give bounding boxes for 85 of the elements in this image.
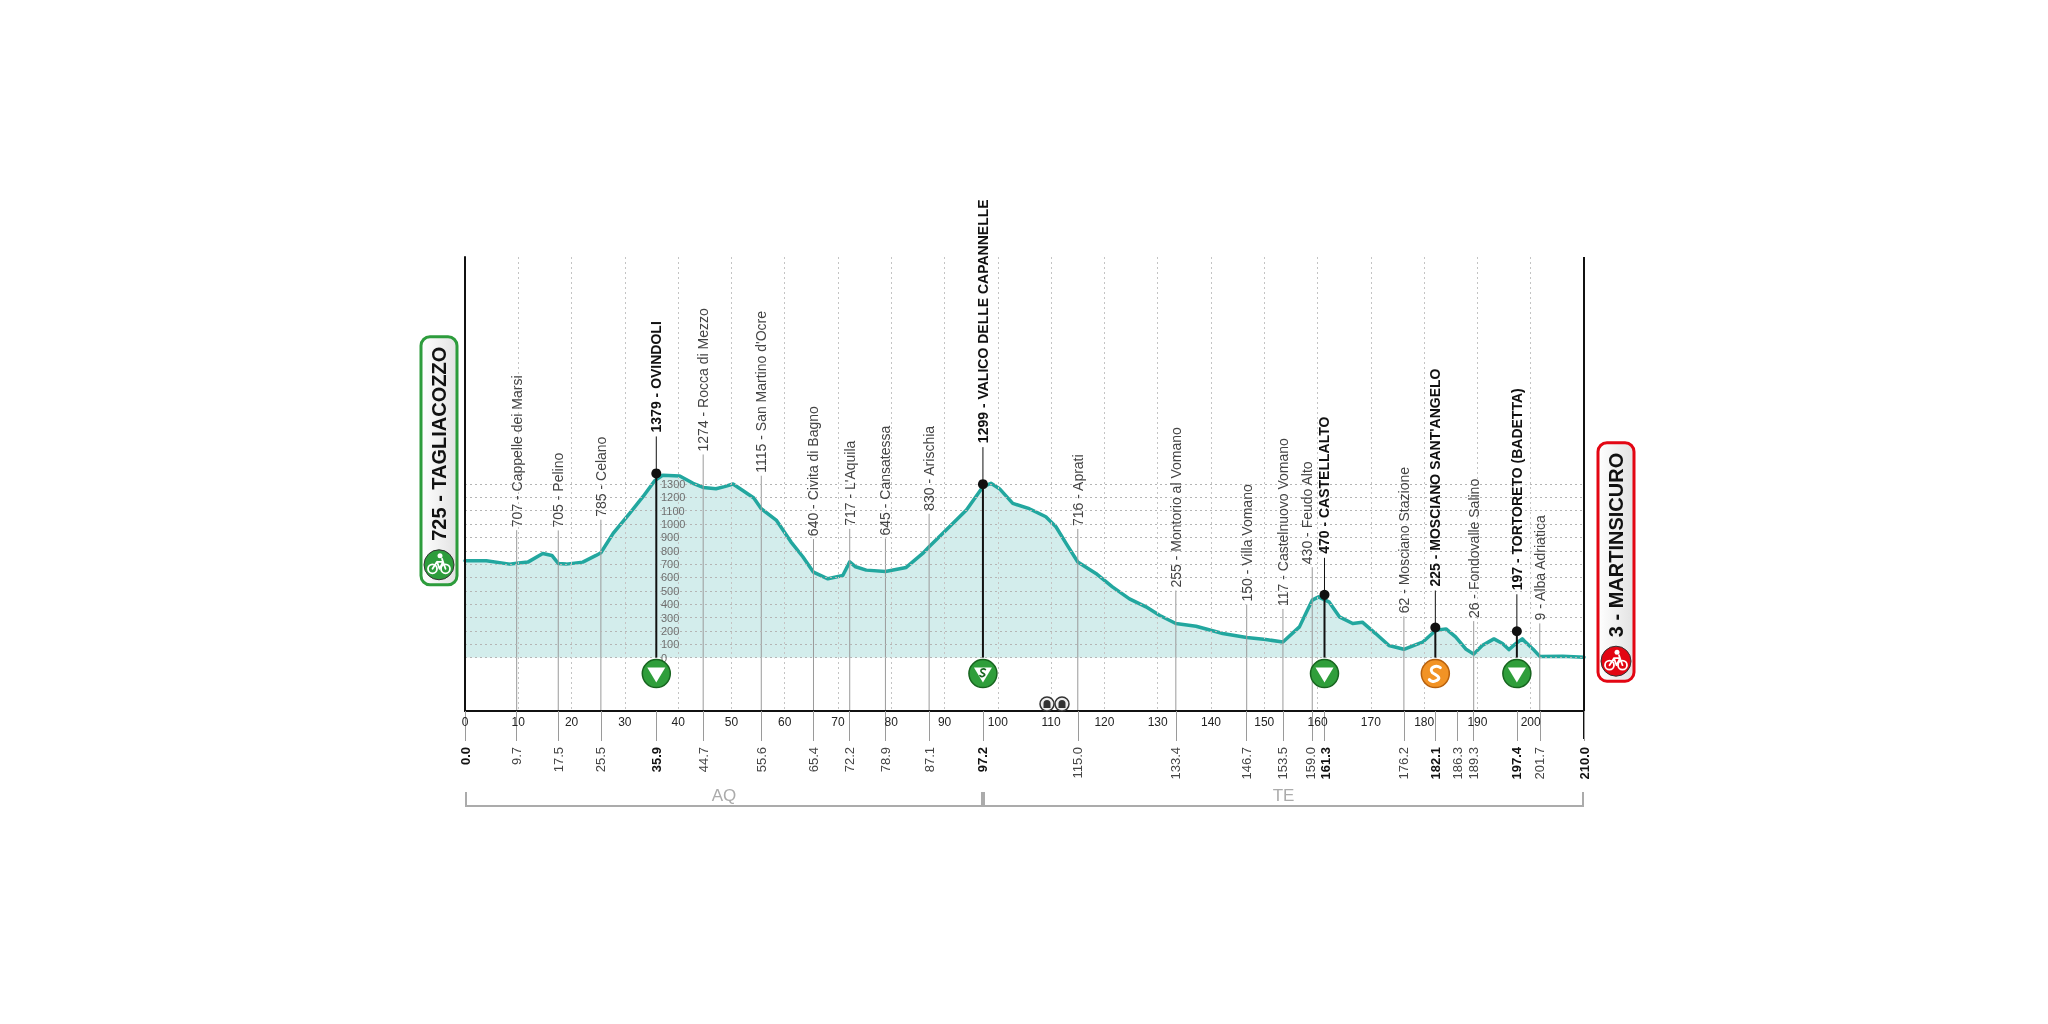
x2-tick-label: 159.0 — [1303, 747, 1319, 780]
x2-tick-label: 189.3 — [1466, 747, 1482, 780]
y-tick-label: 800 — [661, 544, 680, 557]
y-tick-label: 1300 — [661, 478, 686, 490]
x-tick-label: 190 — [1467, 715, 1488, 729]
x-tick-label: 10 — [511, 715, 526, 729]
annotation: 26 - Fondovalle Salino — [1465, 478, 1482, 619]
x-tick-label: 100 — [987, 715, 1009, 729]
x2-tick-label: 55.6 — [753, 747, 769, 773]
x-tick-label: 40 — [671, 715, 686, 729]
x-tick-label: 60 — [778, 715, 792, 729]
x2-tick-label: 97.2 — [975, 747, 991, 773]
y-tick-label: 900 — [661, 531, 680, 544]
x-tick-label: 0 — [461, 715, 469, 729]
x2-tick-label: 133.4 — [1168, 747, 1184, 780]
annotation: 1274 - Rocca di Mezzo — [695, 308, 712, 452]
x-tick-label: 90 — [937, 715, 952, 729]
annotation: 1115 - San Martino d'Ocre — [753, 310, 770, 473]
annotation: 725 - TAGLIACOZZO — [428, 346, 450, 541]
x-tick-label: 30 — [618, 715, 632, 729]
y-tick-label: 700 — [661, 558, 680, 571]
y-tick-label: 100 — [661, 638, 680, 651]
x2-tick-label: 9.7 — [509, 747, 525, 766]
annotation: 640 - Civita di Bagno — [805, 405, 822, 537]
annotation: 645 - Cansatessa — [877, 425, 894, 536]
x-tick-label: 200 — [1520, 715, 1542, 729]
annotation: 707 - Cappelle dei Marsi — [508, 375, 525, 528]
y-tick-label: 400 — [661, 598, 680, 611]
x2-tick-label: 161.3 — [1318, 747, 1334, 780]
x2-tick-label: 17.5 — [550, 747, 566, 773]
x2-tick-label: 201.7 — [1532, 747, 1548, 780]
x-tick-label: 140 — [1200, 715, 1222, 729]
x-tick-label: 80 — [884, 715, 899, 729]
annotation: 62 - Mosciano Stazione — [1395, 466, 1412, 614]
text: TE — [1272, 785, 1295, 805]
y-tick-label: 600 — [661, 571, 680, 584]
annotation: 716 - Aprati — [1069, 454, 1086, 526]
x-tick-label: 180 — [1414, 715, 1435, 729]
data-label: 470 - CASTELLALTO — [1316, 416, 1333, 554]
x2-tick-label: 176.2 — [1396, 747, 1412, 780]
annotation: 255 - Montorio al Vomano — [1167, 427, 1184, 588]
x2-tick-label: 44.7 — [695, 747, 711, 773]
x2-tick-label: 210.0 — [1576, 747, 1592, 780]
x2-tick-label: 87.1 — [921, 747, 937, 773]
x-tick-label: 20 — [564, 715, 579, 729]
data-label: 1299 - VALICO DELLE CAPANNELLE — [974, 199, 991, 444]
y-tick-label: 200 — [661, 624, 680, 637]
y-tick-label: 1100 — [661, 504, 685, 517]
x-tick-label: 160 — [1307, 715, 1328, 729]
x-tick-label: 120 — [1094, 715, 1115, 729]
text: AQ — [711, 785, 737, 805]
x2-tick-label: 72.2 — [842, 747, 858, 773]
y-tick-label: 300 — [661, 611, 680, 624]
annotation: 830 - Arischia — [921, 425, 938, 511]
data-label: 197 - TORTORETO (BADETTA) — [1508, 388, 1525, 591]
x-tick-label: 50 — [724, 715, 739, 729]
annotation: 117 - Castelnuovo Vomano — [1274, 437, 1291, 606]
x-tick-label: 130 — [1147, 715, 1169, 729]
x-tick-label: 110 — [1041, 715, 1062, 729]
x2-tick-label: 78.9 — [877, 747, 893, 773]
data-label: 1379 - OVINDOLI — [648, 321, 665, 433]
x2-tick-label: 25.5 — [593, 747, 609, 773]
y-tick-label: 500 — [661, 584, 680, 597]
y-tick-label: 1200 — [661, 491, 686, 504]
annotation: 430 - Feudo Alto — [1299, 461, 1316, 565]
x2-tick-label: 65.4 — [805, 747, 821, 773]
x2-tick-label: 0.0 — [457, 747, 473, 766]
x2-tick-label: 146.7 — [1239, 747, 1255, 780]
x2-tick-label: 197.4 — [1509, 746, 1525, 780]
x2-tick-label: 115.0 — [1070, 747, 1086, 779]
x-tick-label: 150 — [1254, 715, 1275, 729]
annotation: 785 - Celano — [592, 436, 609, 517]
annotation: 717 - L'Aquila — [841, 440, 858, 526]
y-tick-label: 1000 — [661, 518, 686, 531]
x-tick-label: 170 — [1360, 715, 1382, 729]
data-label: 225 - MOSCIANO SANT'ANGELO — [1427, 368, 1444, 587]
annotation: 150 - Villa Vomano — [1238, 484, 1255, 602]
x2-tick-label: 186.3 — [1450, 747, 1466, 780]
x2-tick-label: 153.5 — [1275, 747, 1291, 780]
x2-tick-label: 35.9 — [648, 747, 664, 773]
annotation: 3 - MARTINSICURO — [1605, 452, 1627, 638]
x-tick-label: 70 — [831, 715, 845, 729]
x2-tick-label: 182.1 — [1427, 747, 1443, 780]
annotation: 705 - Pelino — [550, 452, 567, 528]
annotation: 9 - Alba Adriatica — [1531, 515, 1548, 621]
